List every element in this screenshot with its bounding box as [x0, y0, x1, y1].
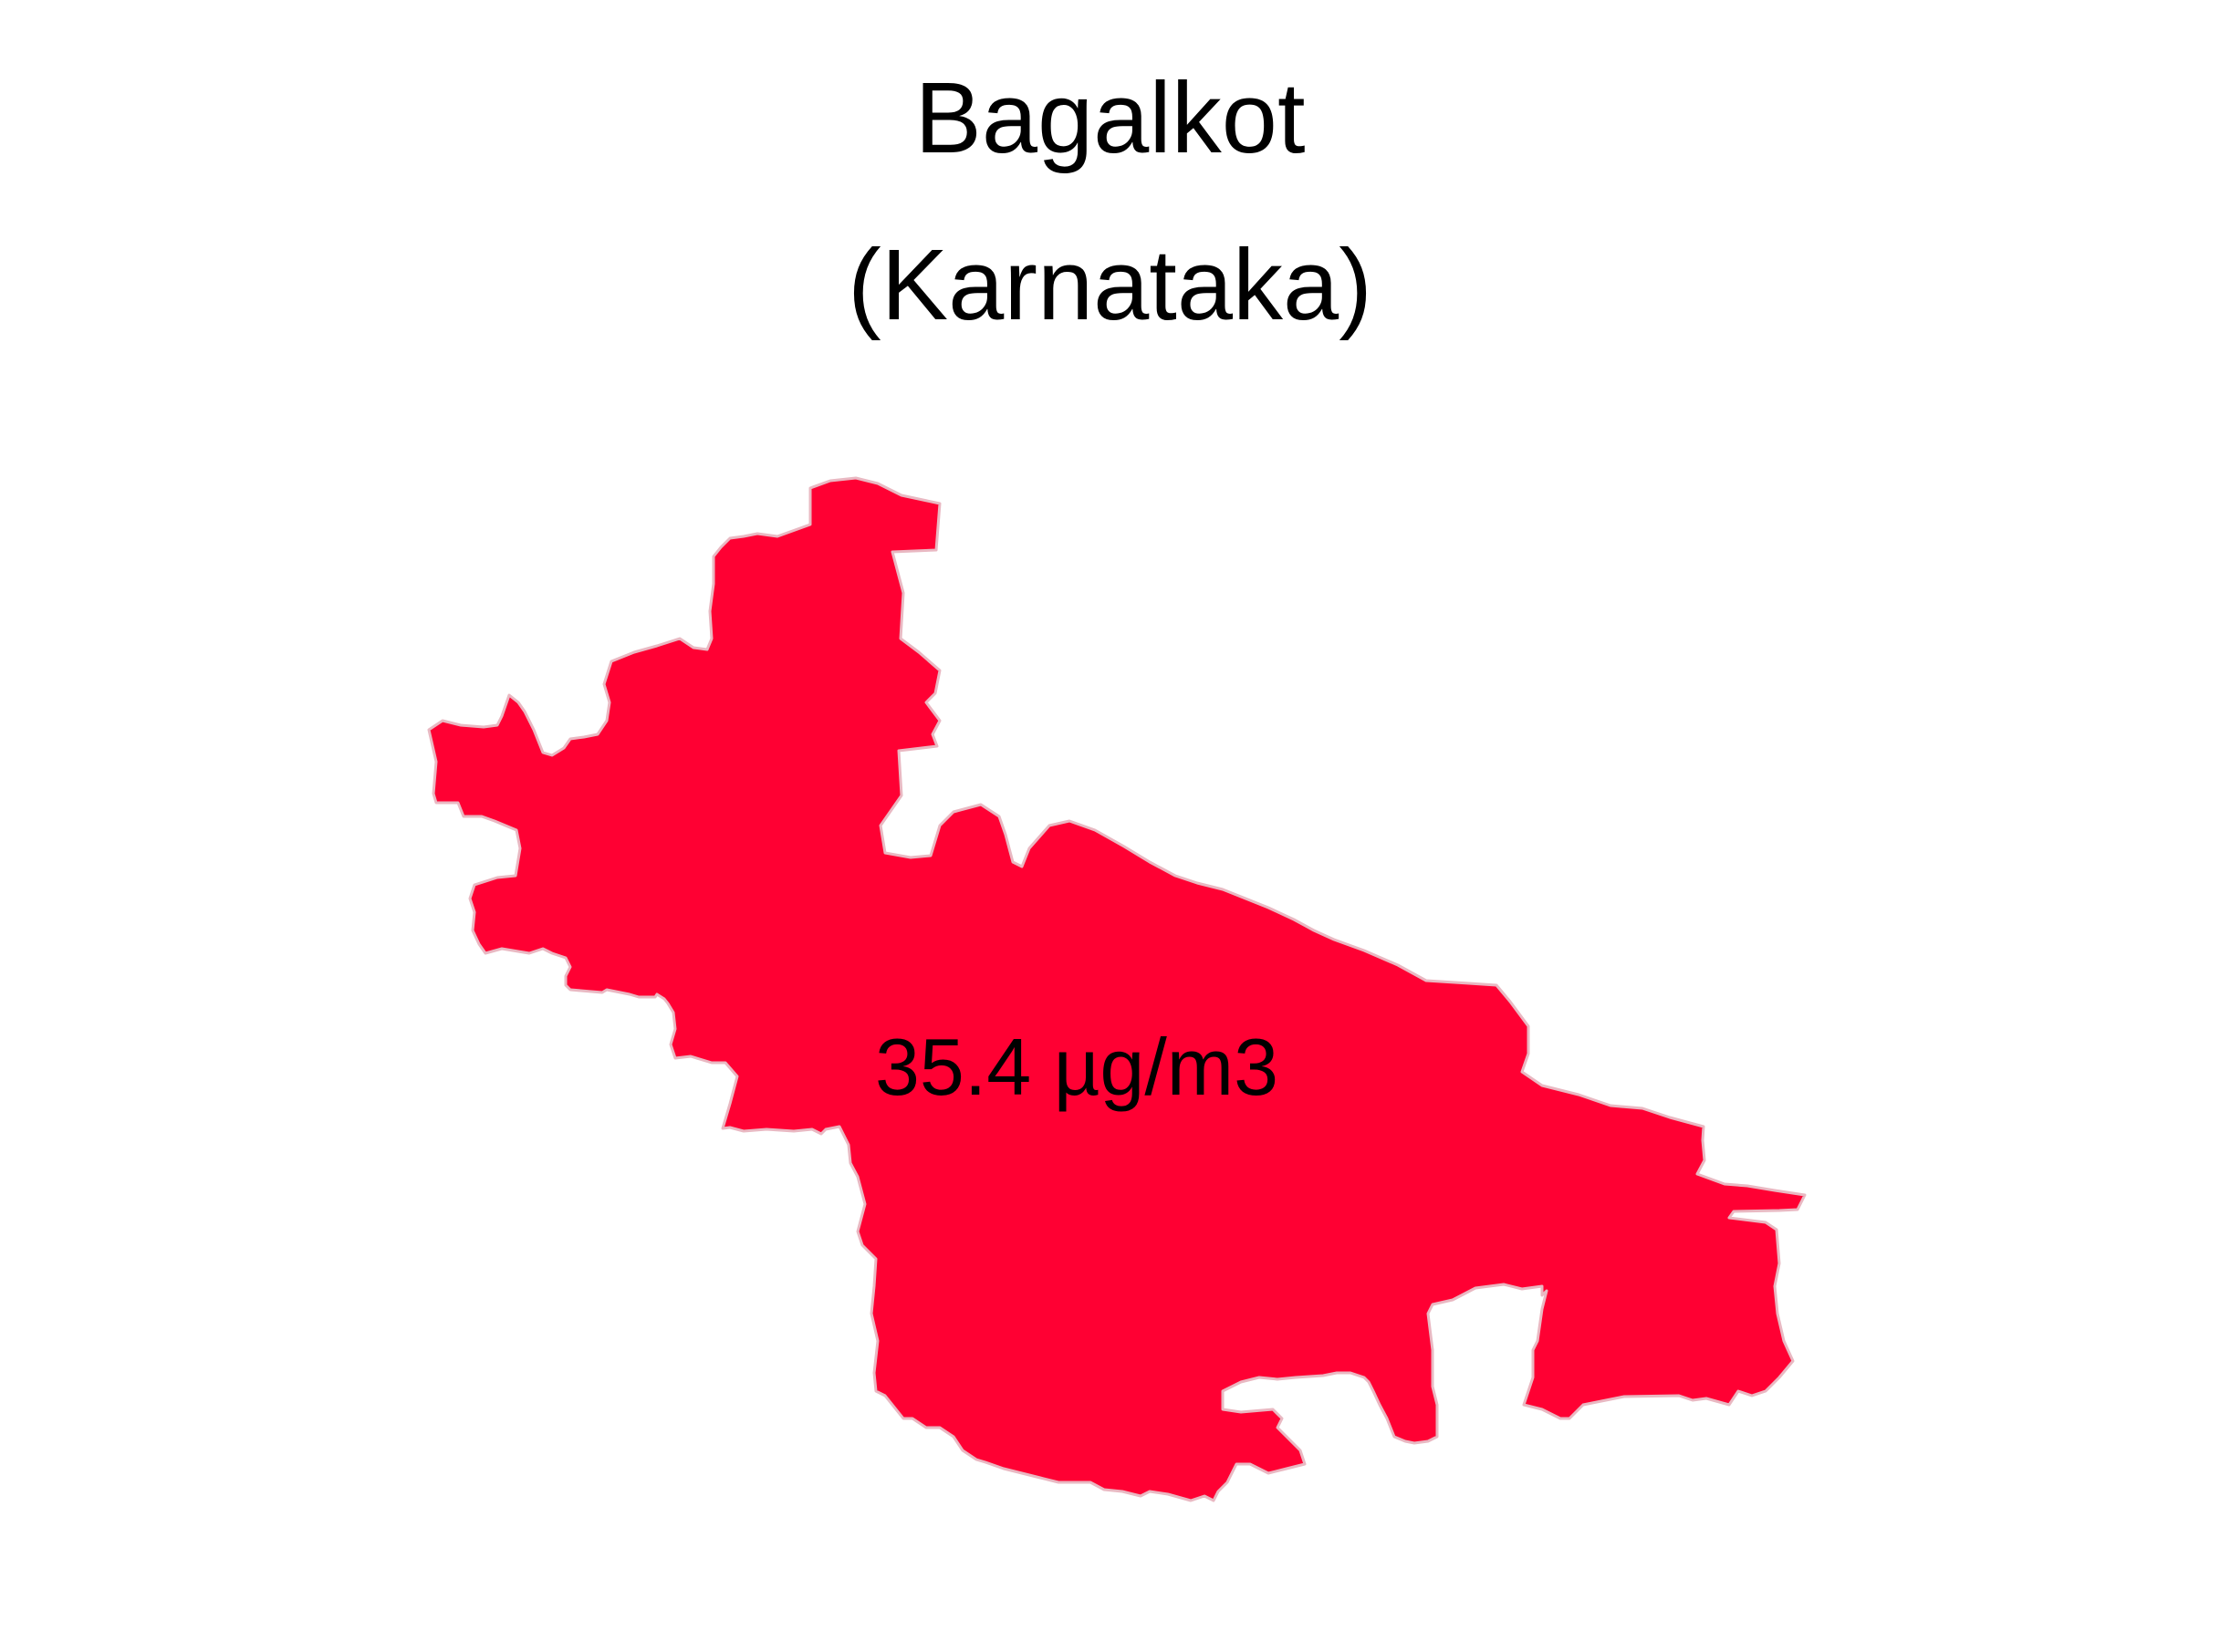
district-shape-bagalkot[interactable]: [427, 476, 1807, 1502]
map-title-state: (Karnataka): [848, 229, 1372, 341]
pm25-value-label: 35.4 µg/m3: [875, 1022, 1278, 1112]
map-title-district: Bagalkot: [914, 62, 1306, 174]
